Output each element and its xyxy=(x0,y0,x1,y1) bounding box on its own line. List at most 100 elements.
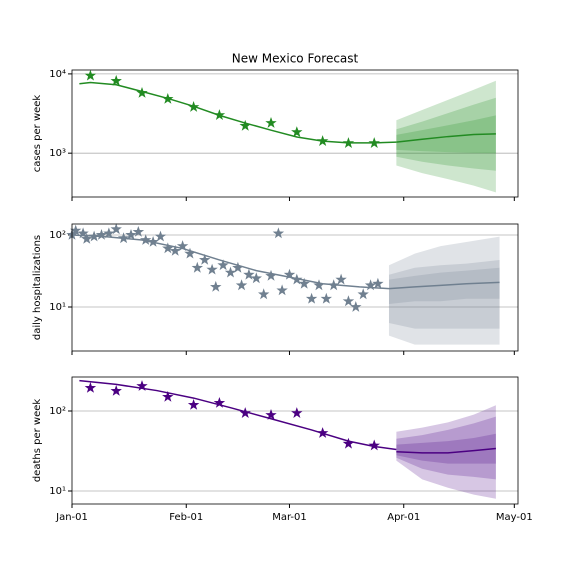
observed-point xyxy=(162,93,174,104)
observed-point xyxy=(283,268,296,280)
observed-point xyxy=(176,240,189,251)
observed-point xyxy=(184,247,196,259)
forecast-band xyxy=(388,267,500,305)
forecast-band xyxy=(396,416,496,480)
y-axis-label: cases per week xyxy=(32,95,43,173)
y-axis-label: daily hospitalizations xyxy=(32,235,43,340)
observed-point xyxy=(110,74,122,86)
observed-point xyxy=(162,242,174,254)
observed-point xyxy=(265,117,277,128)
forecast-band xyxy=(396,433,496,464)
plot-frame xyxy=(71,223,519,352)
observed-point xyxy=(305,292,318,304)
observed-point xyxy=(258,288,270,300)
observed-point xyxy=(357,288,369,300)
observed-point xyxy=(84,69,97,81)
observed-point xyxy=(81,233,93,244)
observed-point xyxy=(213,109,226,120)
observed-point xyxy=(187,101,200,112)
observed-point xyxy=(276,284,288,296)
observed-point xyxy=(136,380,148,391)
fit-line xyxy=(79,81,397,144)
observed-point xyxy=(136,87,148,98)
y-axis-label: deaths per week xyxy=(32,399,43,483)
y-tick-label: 10² xyxy=(49,230,66,241)
observed-point xyxy=(320,292,332,304)
observed-point xyxy=(265,409,277,420)
plot-frame xyxy=(71,376,519,505)
observed-point xyxy=(368,137,380,148)
x-tick-label: Apr-01 xyxy=(387,512,420,523)
forecast-band xyxy=(396,405,496,499)
observed-point xyxy=(342,437,355,449)
x-tick-label: Jan-01 xyxy=(55,512,88,523)
x-tick-label: Feb-01 xyxy=(169,512,203,523)
forecast-band xyxy=(388,259,500,329)
observed-point xyxy=(368,439,380,451)
observed-point xyxy=(199,253,211,265)
observed-point xyxy=(250,272,262,284)
observed-point xyxy=(110,223,122,235)
observed-point xyxy=(342,137,355,148)
observed-point xyxy=(291,126,303,137)
observed-point xyxy=(110,385,122,396)
observed-point xyxy=(298,277,310,289)
observed-point xyxy=(187,399,200,410)
observed-point xyxy=(147,236,159,247)
x-tick-label: May-01 xyxy=(496,512,533,523)
observed-point xyxy=(235,279,248,291)
observed-point xyxy=(213,397,226,408)
fit-line xyxy=(79,379,397,451)
observed-point xyxy=(291,273,303,285)
observed-point xyxy=(103,227,115,239)
observed-point xyxy=(140,234,152,245)
observed-point xyxy=(125,229,137,240)
observed-point xyxy=(316,135,329,146)
y-tick-label: 10¹ xyxy=(49,302,66,313)
observed-point xyxy=(265,269,277,281)
observed-point xyxy=(239,407,251,418)
observed-point xyxy=(224,266,237,278)
forecast-median xyxy=(388,281,500,290)
observed-point xyxy=(328,279,340,291)
x-tick-label: Mar-01 xyxy=(272,512,307,523)
y-tick-label: 10¹ xyxy=(49,486,66,497)
observed-point xyxy=(243,268,255,280)
observed-point xyxy=(70,224,82,236)
observed-point xyxy=(154,230,167,242)
y-tick-label: 10³ xyxy=(49,148,66,159)
observed-point xyxy=(291,407,303,418)
observed-point xyxy=(239,119,251,131)
forecast-band xyxy=(388,236,500,345)
observed-point xyxy=(95,229,108,240)
forecast-median xyxy=(396,133,496,143)
observed-point xyxy=(191,261,203,273)
plot-frame xyxy=(71,69,519,198)
observed-point xyxy=(335,273,347,285)
chart-title: New Mexico Forecast xyxy=(232,52,359,66)
y-tick-label: 10⁴ xyxy=(49,69,66,80)
forecast-band xyxy=(396,115,496,154)
observed-point xyxy=(206,263,218,275)
observed-point xyxy=(350,301,362,312)
y-tick-label: 10² xyxy=(49,406,66,417)
observed-point xyxy=(364,279,377,291)
observed-point xyxy=(84,382,97,393)
observed-point xyxy=(210,280,222,292)
observed-point xyxy=(372,277,384,289)
observed-point xyxy=(342,295,355,307)
observed-point xyxy=(88,230,100,242)
observed-point xyxy=(217,259,229,271)
observed-point xyxy=(272,227,285,239)
observed-point xyxy=(77,227,89,239)
observed-point xyxy=(162,390,174,402)
observed-point xyxy=(316,427,329,438)
observed-point xyxy=(169,244,181,256)
forecast-median xyxy=(396,447,496,454)
forecast-band xyxy=(396,97,496,171)
observed-point xyxy=(132,226,145,237)
observed-point xyxy=(117,232,130,244)
observed-point xyxy=(232,261,244,273)
observed-point xyxy=(313,279,325,291)
